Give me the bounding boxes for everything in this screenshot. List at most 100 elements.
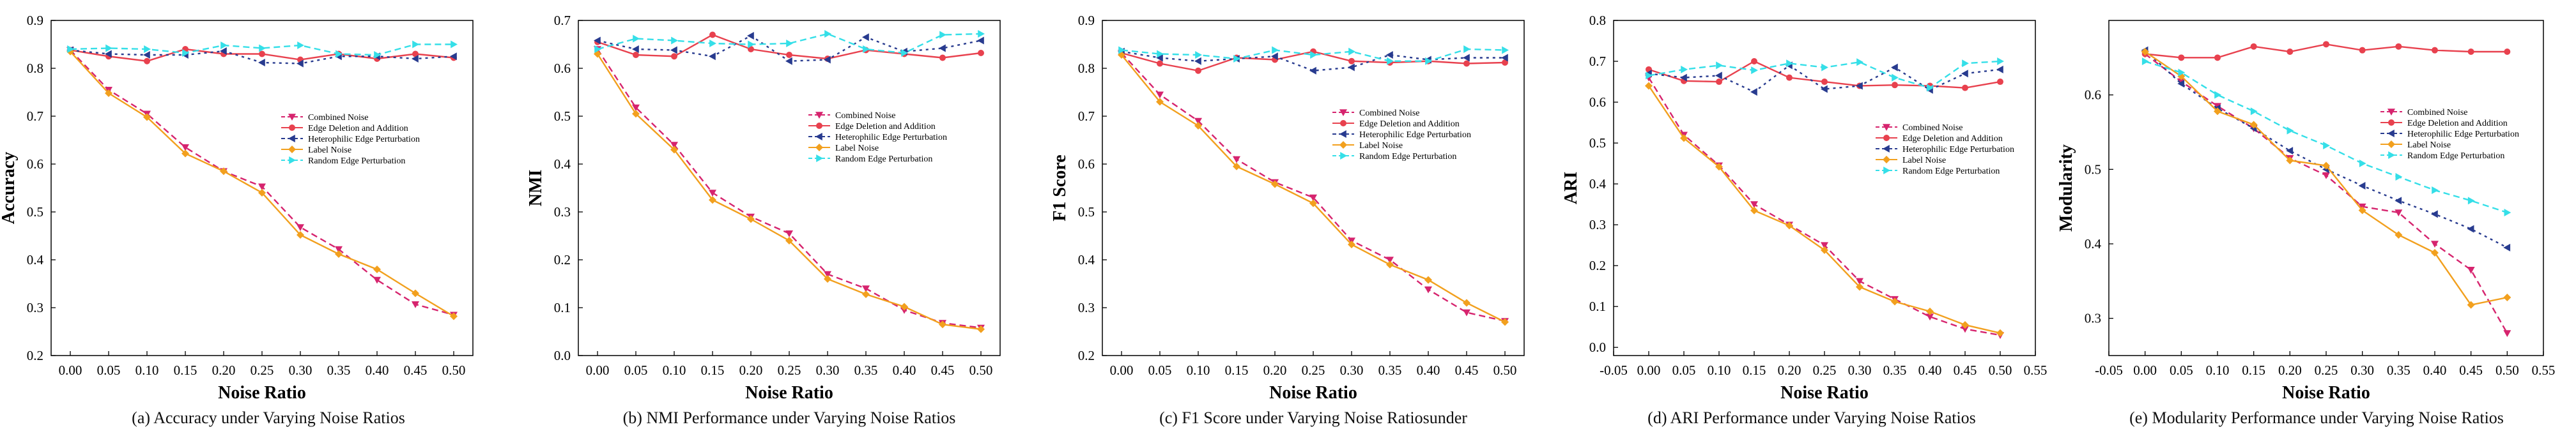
panel-c-y-tick-label: 0.4 xyxy=(1078,252,1095,267)
panel-e-series-label-noise-point xyxy=(2249,121,2258,129)
panel-c-series-label-noise xyxy=(1118,51,1509,326)
panel-b-series-label-noise-point xyxy=(670,146,678,154)
panel-a-y-tick-label: 0.7 xyxy=(27,109,43,124)
panel-e-series-heterophilic-edge-perturbation-point xyxy=(2358,182,2366,190)
panel-a-legend-label: Edge Deletion and Addition xyxy=(308,124,408,133)
panel-a-series-label-noise-point xyxy=(220,167,228,176)
panel-e-x-tick-label: 0.45 xyxy=(2459,363,2483,378)
panel-a-y-tick-label: 0.6 xyxy=(27,156,43,172)
panel-e-series-random-edge-perturbation-point xyxy=(2504,209,2511,216)
panel-e-series-combined-noise-point xyxy=(2322,172,2330,179)
panel-d-series-label-noise-point xyxy=(1996,329,2004,337)
panel-a-series-heterophilic-edge-perturbation-point xyxy=(143,51,150,59)
panel-a-legend-label: Label Noise xyxy=(308,146,351,155)
panel-d-x-tick-label: 0.20 xyxy=(1778,363,1801,378)
panel-c-y-tick-label: 0.9 xyxy=(1078,13,1095,28)
panel-c-series-random-edge-perturbation-point xyxy=(1195,51,1202,59)
panel-d-series-label-noise-point xyxy=(1645,82,1653,90)
panel-b-series-label-noise-point xyxy=(824,275,831,283)
panel-e-y-tick-label: 0.3 xyxy=(2085,311,2101,326)
panel-d-y-tick-label: 0.6 xyxy=(1589,94,1606,110)
panel-b-y-tick-label: 0.7 xyxy=(554,13,571,28)
panel-d-series-heterophilic-edge-perturbation-point xyxy=(1750,88,1757,96)
panel-a-x-tick-label: 0.35 xyxy=(327,363,351,378)
panel-d-series-combined-noise-point xyxy=(1821,242,1828,250)
panel-e-series-combined-noise xyxy=(2141,50,2511,337)
panel-d-series-label-noise-point xyxy=(1891,297,1899,306)
panel-e-legend-marker xyxy=(2387,109,2395,116)
panel-c-series-label-noise-point xyxy=(1501,318,1509,326)
panel-c-series-label-noise-point xyxy=(1271,180,1279,188)
panel-c-series-label-noise-point xyxy=(1233,162,1240,170)
panel-e-series-random-edge-perturbation-point xyxy=(2141,57,2149,66)
panel-e-series-random-edge-perturbation-point xyxy=(2287,126,2294,135)
panel-a-y-tick-label: 0.8 xyxy=(27,61,43,76)
panel-e-series-random-edge-perturbation xyxy=(2141,57,2511,216)
panel-c-series-random-edge-perturbation-point xyxy=(1310,51,1317,59)
panel-d-series-heterophilic-edge-perturbation-point xyxy=(1680,73,1687,82)
panel-a-y-axis-label: Accuracy xyxy=(0,152,19,225)
panel-e-legend-marker xyxy=(2387,140,2395,148)
panel-b-y-tick-label: 0.5 xyxy=(554,109,571,124)
panel-c-legend-label: Random Edge Perturbation xyxy=(1359,152,1456,161)
panel-b-series-combined-noise-point xyxy=(785,230,793,237)
panel-a-series-edge-deletion-and-addition-point xyxy=(144,57,150,64)
panel-a-series-random-edge-perturbation-point xyxy=(451,40,458,49)
panel-a-series-combined-noise-point xyxy=(335,246,343,253)
panel-b-series-heterophilic-edge-perturbation-point xyxy=(939,44,946,52)
panel-d-y-tick-label: 0.2 xyxy=(1589,258,1606,273)
panel-d-legend-marker xyxy=(1883,145,1890,153)
panel-c-series-label-noise-point xyxy=(1348,241,1355,248)
panel-a-series-heterophilic-edge-perturbation-point xyxy=(450,52,457,61)
panel-b-series-label-noise-point xyxy=(785,237,793,244)
panel-d-series-random-edge-perturbation-point xyxy=(1681,65,1688,73)
panel-b-x-tick-label: 0.00 xyxy=(586,363,610,378)
panel-d-series-label-noise-point xyxy=(1785,222,1793,230)
panel-b-series-combined-noise-point xyxy=(709,190,716,197)
panel-c-x-tick-label: 0.00 xyxy=(1110,363,1134,378)
panel-b-series-label-noise xyxy=(594,50,985,333)
panel-b-series-edge-deletion-and-addition-point xyxy=(748,46,754,52)
panel-e-y-axis-label: Modularity xyxy=(2056,144,2076,232)
panel-d-series-random-edge-perturbation xyxy=(1646,57,2004,92)
panel-d-y-axis-label: ARI xyxy=(1561,172,1581,204)
panel-b-legend-label: Edge Deletion and Addition xyxy=(835,122,936,131)
caption-b: (b) NMI Performance under Varying Noise … xyxy=(622,409,956,427)
panel-d-series-edge-deletion-and-addition-point xyxy=(1997,79,2003,86)
panel-c-series-combined-noise-point xyxy=(1233,156,1240,163)
panel-b-series-random-edge-perturbation-point xyxy=(824,30,831,38)
panel-b-series-random-edge-perturbation-point xyxy=(863,45,870,53)
panel-c-x-tick-label: 0.45 xyxy=(1455,363,1479,378)
panel-a-series-combined-noise-point xyxy=(258,183,266,191)
panel-a-series-label-noise-point xyxy=(412,289,419,297)
panel-b-x-tick-label: 0.30 xyxy=(816,363,840,378)
panel-b-series-random-edge-perturbation-point xyxy=(901,49,908,57)
panel-e-series-edge-deletion-and-addition-point xyxy=(2287,49,2294,55)
panel-e-series-edge-deletion-and-addition-point xyxy=(2432,47,2438,54)
panel-a-series-combined-noise-point xyxy=(373,276,381,284)
panel-d-x-tick-label: 0.10 xyxy=(1708,363,1731,378)
panel-c-x-tick-label: 0.05 xyxy=(1148,363,1172,378)
panel-b-x-tick-label: 0.50 xyxy=(969,363,993,378)
panel-d-legend-label: Label Noise xyxy=(1902,156,1946,165)
panel-e-x-tick-label: 0.30 xyxy=(2350,363,2374,378)
panel-b: 0.00 0.05 0.10 0.15 0.20 0.25 0.30 0.35 0.40 0.45… xyxy=(526,13,1001,403)
panel-d-series-combined-noise-point xyxy=(1750,201,1758,209)
panel-b-series-heterophilic-edge-perturbation-point xyxy=(862,33,869,41)
panel-c-y-tick-label: 0.8 xyxy=(1078,61,1095,76)
panel-d-series-combined-noise-line xyxy=(1647,77,2001,336)
panel-c-series-label-noise-point xyxy=(1463,299,1470,307)
panel-a-series-heterophilic-edge-perturbation-point xyxy=(258,59,265,66)
panel-d-series-combined-noise-point xyxy=(1961,326,1969,333)
panel-b-series-edge-deletion-and-addition-point xyxy=(786,52,792,58)
panel-a-legend-marker xyxy=(289,156,296,164)
panel-e-series-heterophilic-edge-perturbation-point xyxy=(2467,225,2474,233)
panel-c-series-random-edge-perturbation-point xyxy=(1502,46,1509,54)
panel-c-series-edge-deletion-and-addition-point xyxy=(1195,67,1201,74)
panel-a-series-heterophilic-edge-perturbation-point xyxy=(220,47,227,55)
panel-d-series-random-edge-perturbation-point xyxy=(1821,63,1828,71)
panel-b-series-random-edge-perturbation-point xyxy=(633,34,640,43)
panel-e-series-edge-deletion-and-addition-point xyxy=(2395,43,2402,50)
